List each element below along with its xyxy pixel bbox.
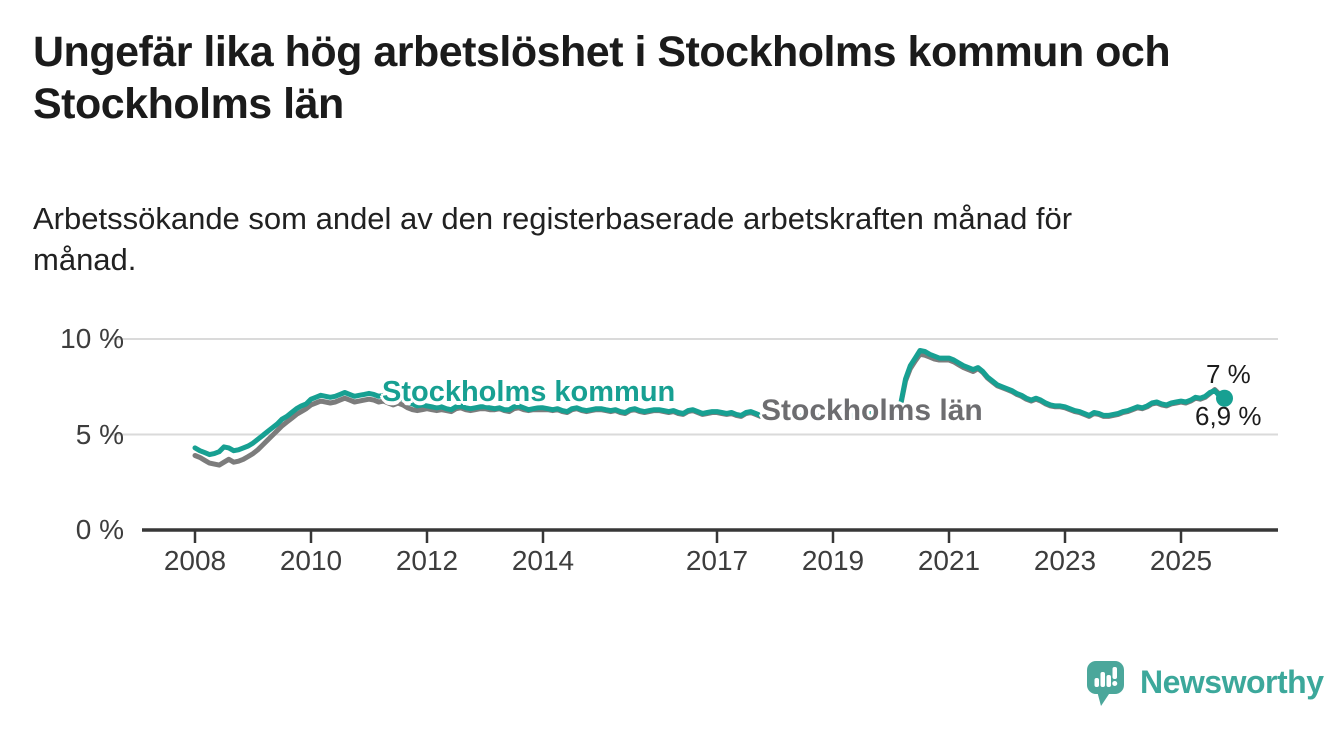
series-label-stockholms-kommun: Stockholms kommun [382, 376, 676, 408]
x-axis-label: 2017 [685, 545, 749, 576]
bar-chart-glyph [1094, 667, 1118, 687]
end-value-label-lan: 7 % [1206, 359, 1251, 389]
chart-subtitle: Arbetssökande som andel av den registerb… [33, 198, 1263, 280]
series-line-kommun [192, 348, 1227, 458]
x-axis-label: 2021 [917, 545, 981, 576]
series-label-stockholms-lan: Stockholms län [761, 394, 983, 427]
chart-title-line-2: Stockholms län [33, 80, 344, 128]
x-axis-label: 2019 [801, 545, 865, 576]
y-axis-label: 10 % [60, 323, 124, 354]
chart-title-line-1: Ungefär lika hög arbetslöshet i Stockhol… [33, 28, 1171, 76]
chart-title: Ungefär lika hög arbetslöshet i Stockhol… [33, 26, 1328, 130]
newsworthy-bubble-chart-icon [1087, 661, 1124, 706]
x-axis-label: 2010 [279, 545, 343, 576]
end-value-label-kommun: 6,9 % [1195, 401, 1262, 431]
chart-subtitle-line-1: Arbetssökande som andel av den registerb… [33, 201, 1073, 236]
x-axis-label: 2023 [1033, 545, 1097, 576]
y-axis-label: 0 % [75, 514, 124, 545]
x-axis-label: 2008 [163, 545, 227, 576]
x-axis-label: 2025 [1149, 545, 1213, 576]
speech-bubble-shape [1087, 661, 1124, 706]
brand-name: Newsworthy [1140, 664, 1324, 700]
y-axis-label: 5 % [75, 418, 124, 450]
x-axis-label: 2014 [511, 545, 575, 576]
x-axis-label: 2012 [395, 545, 459, 576]
chart-subtitle-line-2: månad. [33, 242, 137, 277]
series-end-dot [1216, 389, 1233, 407]
